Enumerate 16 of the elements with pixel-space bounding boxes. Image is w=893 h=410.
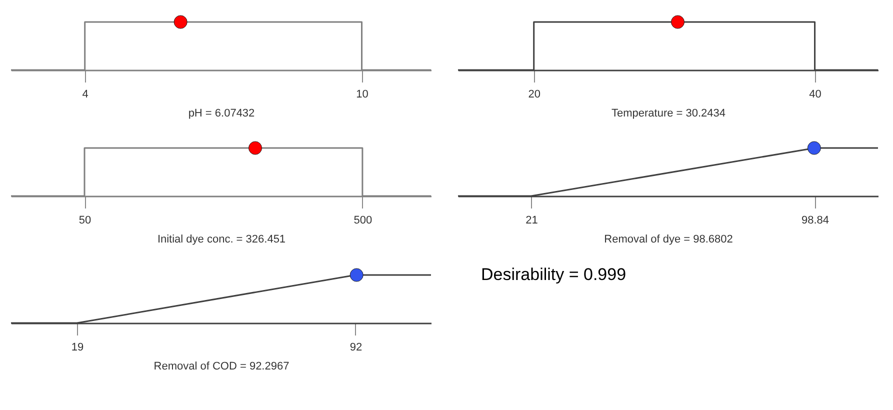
x-axis-title: Removal of dye = 98.6802 <box>604 234 733 246</box>
x-axis-title: Removal of COD = 92.2967 <box>154 360 290 372</box>
x-tick-label: 20 <box>528 88 540 100</box>
x-axis-title: pH = 6.07432 <box>188 108 255 120</box>
x-tick-label: 50 <box>78 214 92 226</box>
x-tick-label: 21 <box>526 214 538 226</box>
x-tick-label: 10 <box>356 88 368 100</box>
x-axis-title: Temperature = 30.2434 <box>611 108 726 120</box>
x-axis-title: Initial dye conc. = 326.451 <box>157 234 286 246</box>
x-tick-label: 98.84 <box>802 214 830 226</box>
text: Desirability = 0.999 <box>481 265 626 284</box>
x-tick-label: 92 <box>350 342 362 354</box>
x-tick-label: 19 <box>71 342 84 354</box>
x-tick-label: 500 <box>354 214 372 226</box>
x-tick-label: 40 <box>809 88 822 100</box>
x-tick-label: 4 <box>82 88 88 100</box>
